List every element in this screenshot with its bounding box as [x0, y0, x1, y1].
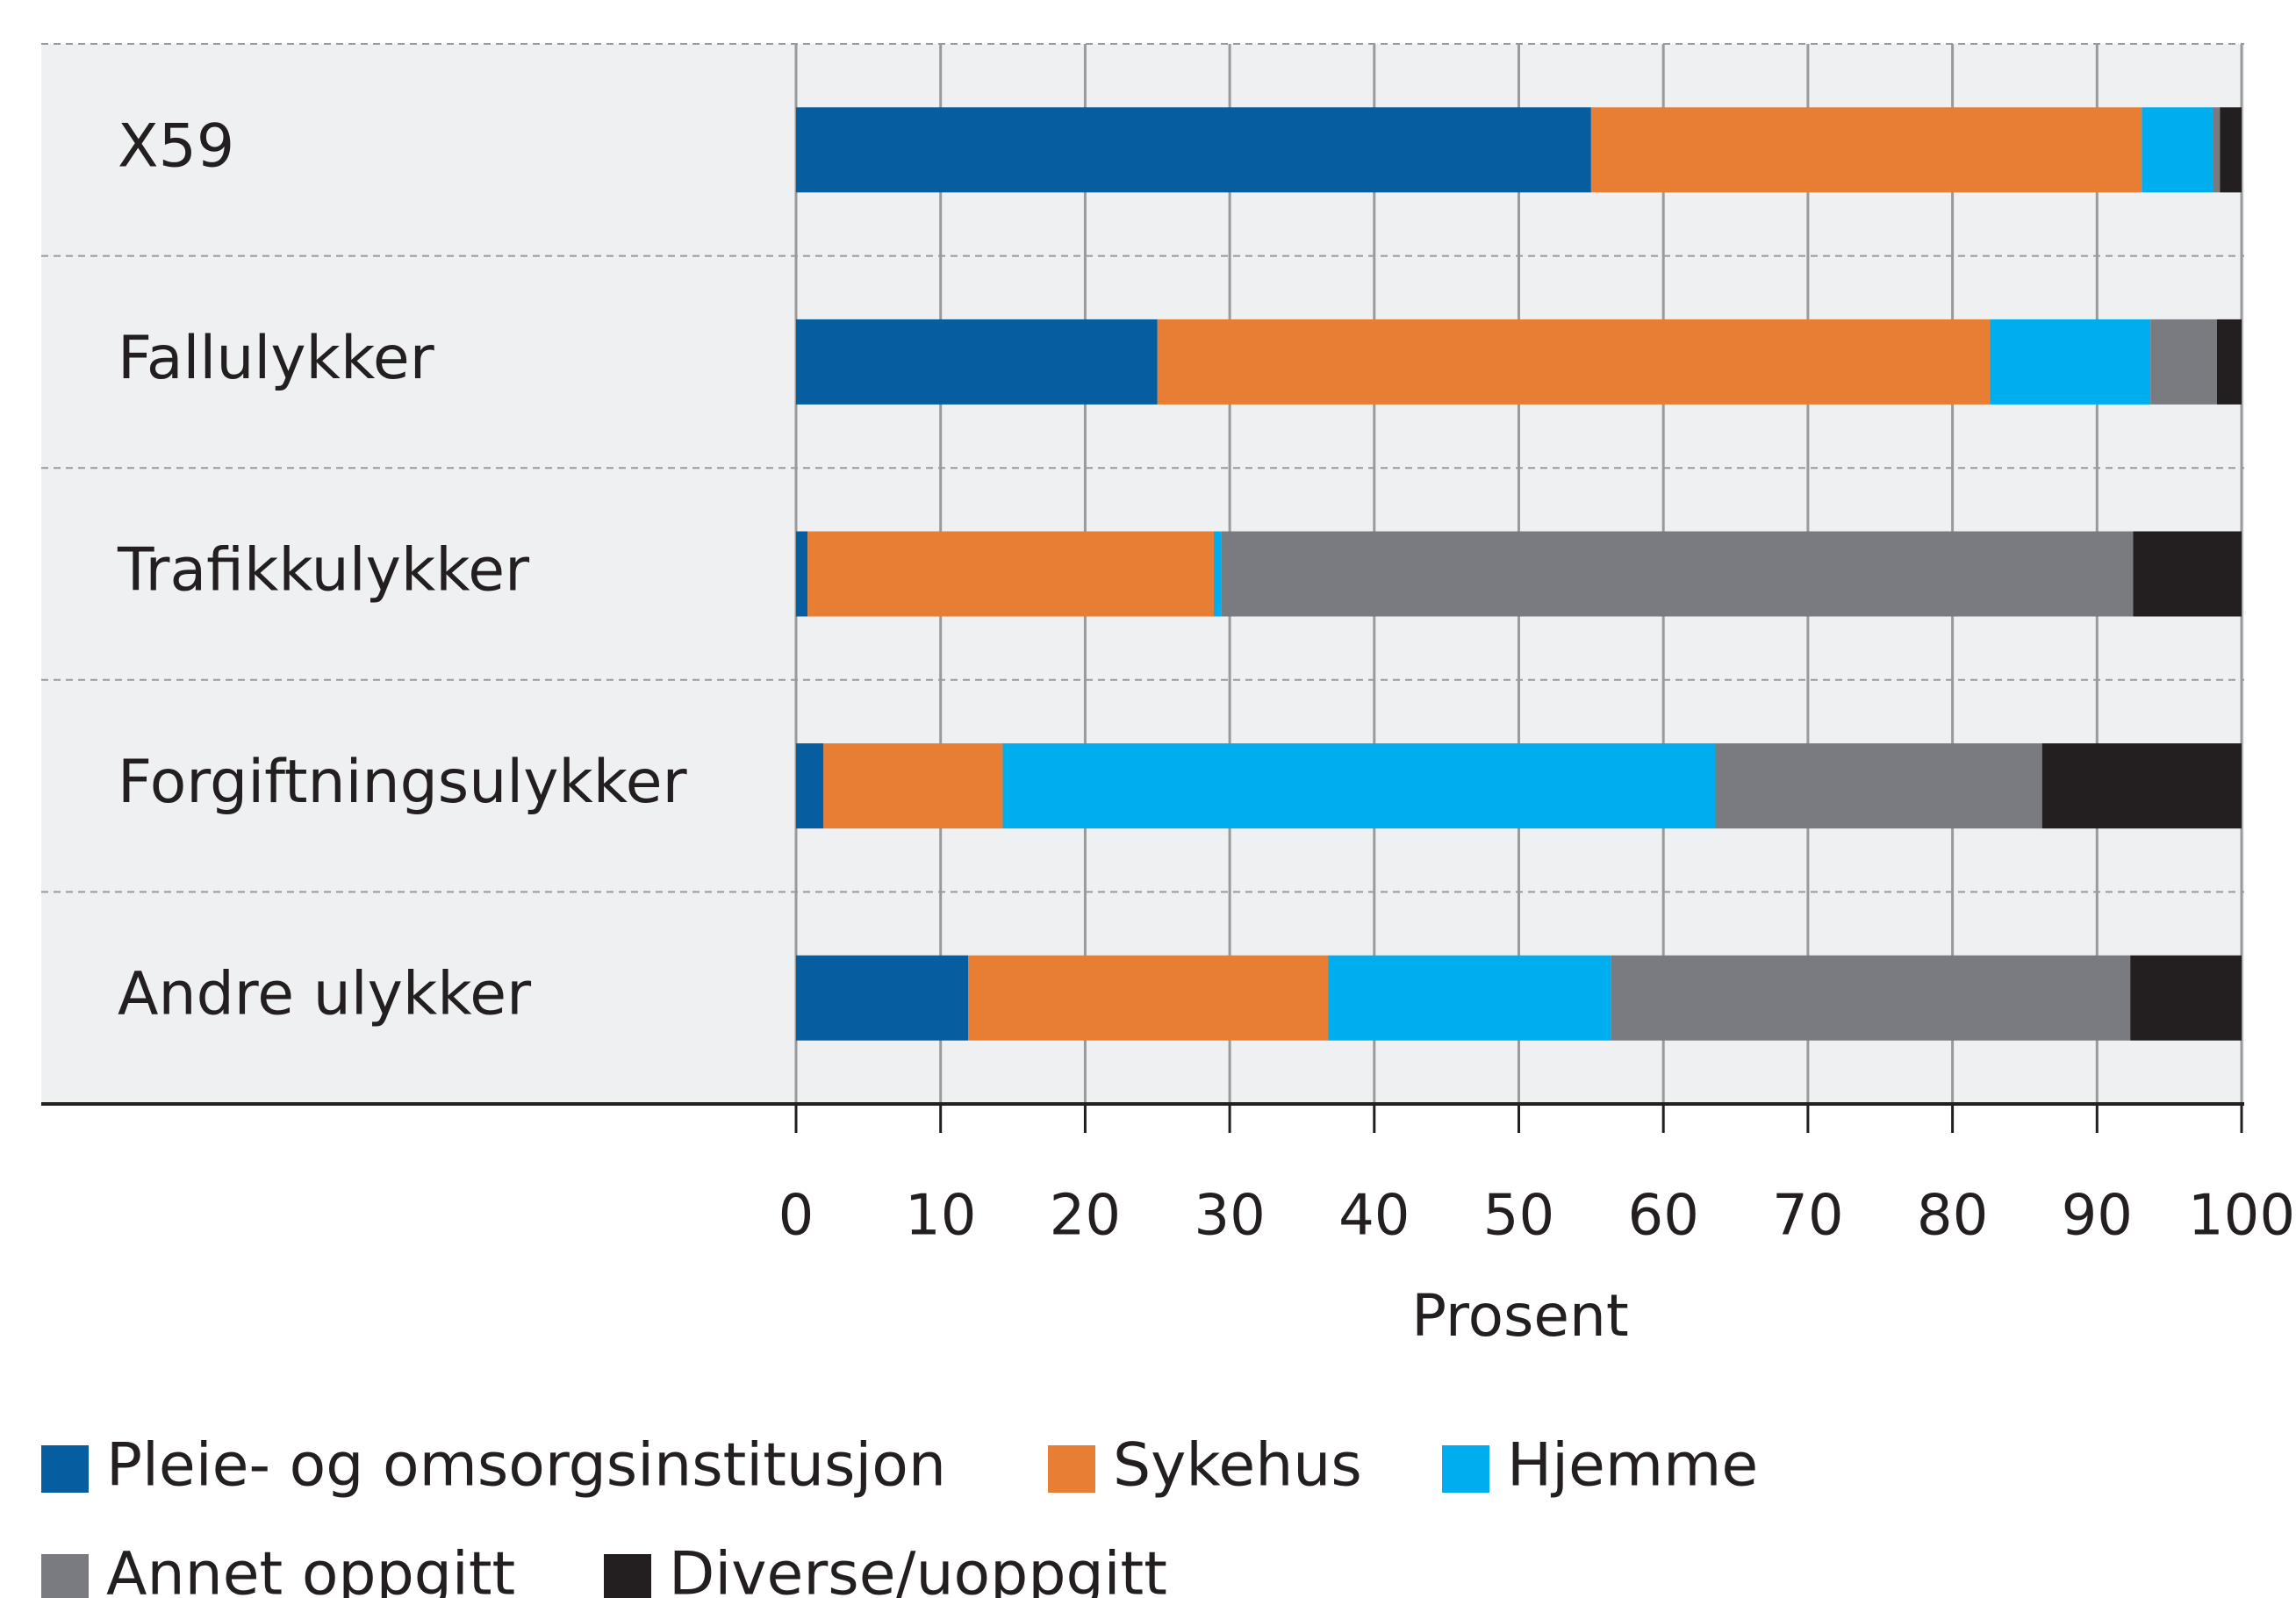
x-axis-label: Prosent: [1411, 1282, 1628, 1350]
bar-segment: [1221, 531, 2134, 617]
legend-label: Hjemme: [1507, 1431, 1758, 1501]
legend-label: Pleie- og omsorgsinstitusjon: [106, 1431, 946, 1501]
bar-segment: [1213, 531, 1222, 617]
bar-segment: [823, 743, 1003, 829]
bar-segment: [2133, 531, 2242, 617]
bar-segment: [2142, 107, 2213, 193]
bar-segment: [967, 955, 1329, 1041]
category-label: X59: [118, 111, 234, 181]
bar-segment: [796, 531, 808, 617]
category-label: Trafikkulykker: [117, 536, 529, 606]
bar-segment: [1611, 955, 2131, 1041]
x-tick-label: 0: [778, 1184, 814, 1249]
legend-swatch: [1442, 1445, 1489, 1493]
x-tick-label: 70: [1772, 1184, 1843, 1249]
bar-segment: [1157, 319, 1991, 405]
bar-segment: [1002, 743, 1716, 829]
x-tick-label: 40: [1338, 1184, 1410, 1249]
legend-swatch: [1048, 1445, 1095, 1493]
bar-segment: [2130, 955, 2242, 1041]
legend-label: Annet oppgitt: [106, 1540, 515, 1598]
legend-label: Sykehus: [1113, 1431, 1362, 1501]
x-tick-label: 80: [1917, 1184, 1988, 1249]
x-tick-label: 20: [1050, 1184, 1121, 1249]
x-tick-label: 60: [1627, 1184, 1698, 1249]
bar-segment: [2217, 319, 2242, 405]
bar-segment: [2041, 743, 2242, 829]
bar-segment: [807, 531, 1214, 617]
legend-swatch: [604, 1554, 651, 1598]
bar-segment: [2213, 107, 2221, 193]
bar-segment: [1328, 955, 1611, 1041]
x-tick-label: 10: [905, 1184, 976, 1249]
x-tick-label: 30: [1194, 1184, 1265, 1249]
category-label: Andre ulykker: [118, 960, 531, 1029]
x-tick-label: 90: [2062, 1184, 2133, 1249]
x-tick-label: 50: [1483, 1184, 1554, 1249]
legend-label: Diverse/uoppgitt: [669, 1540, 1167, 1598]
bar-segment: [1715, 743, 2042, 829]
category-label: Fallulykker: [118, 324, 434, 393]
bar-segment: [1590, 107, 2142, 193]
legend-swatch: [41, 1554, 89, 1598]
category-label: Forgiftningsulykker: [118, 748, 687, 817]
bar-segment: [796, 955, 968, 1041]
bar-segment: [796, 319, 1158, 405]
bar-segment: [2150, 319, 2218, 405]
bar-segment: [796, 743, 824, 829]
bar-segment: [1990, 319, 2151, 405]
bar-segment: [2220, 107, 2242, 193]
legend-swatch: [41, 1445, 89, 1493]
x-tick-label: 100: [2188, 1184, 2295, 1249]
bar-segment: [796, 107, 1591, 193]
